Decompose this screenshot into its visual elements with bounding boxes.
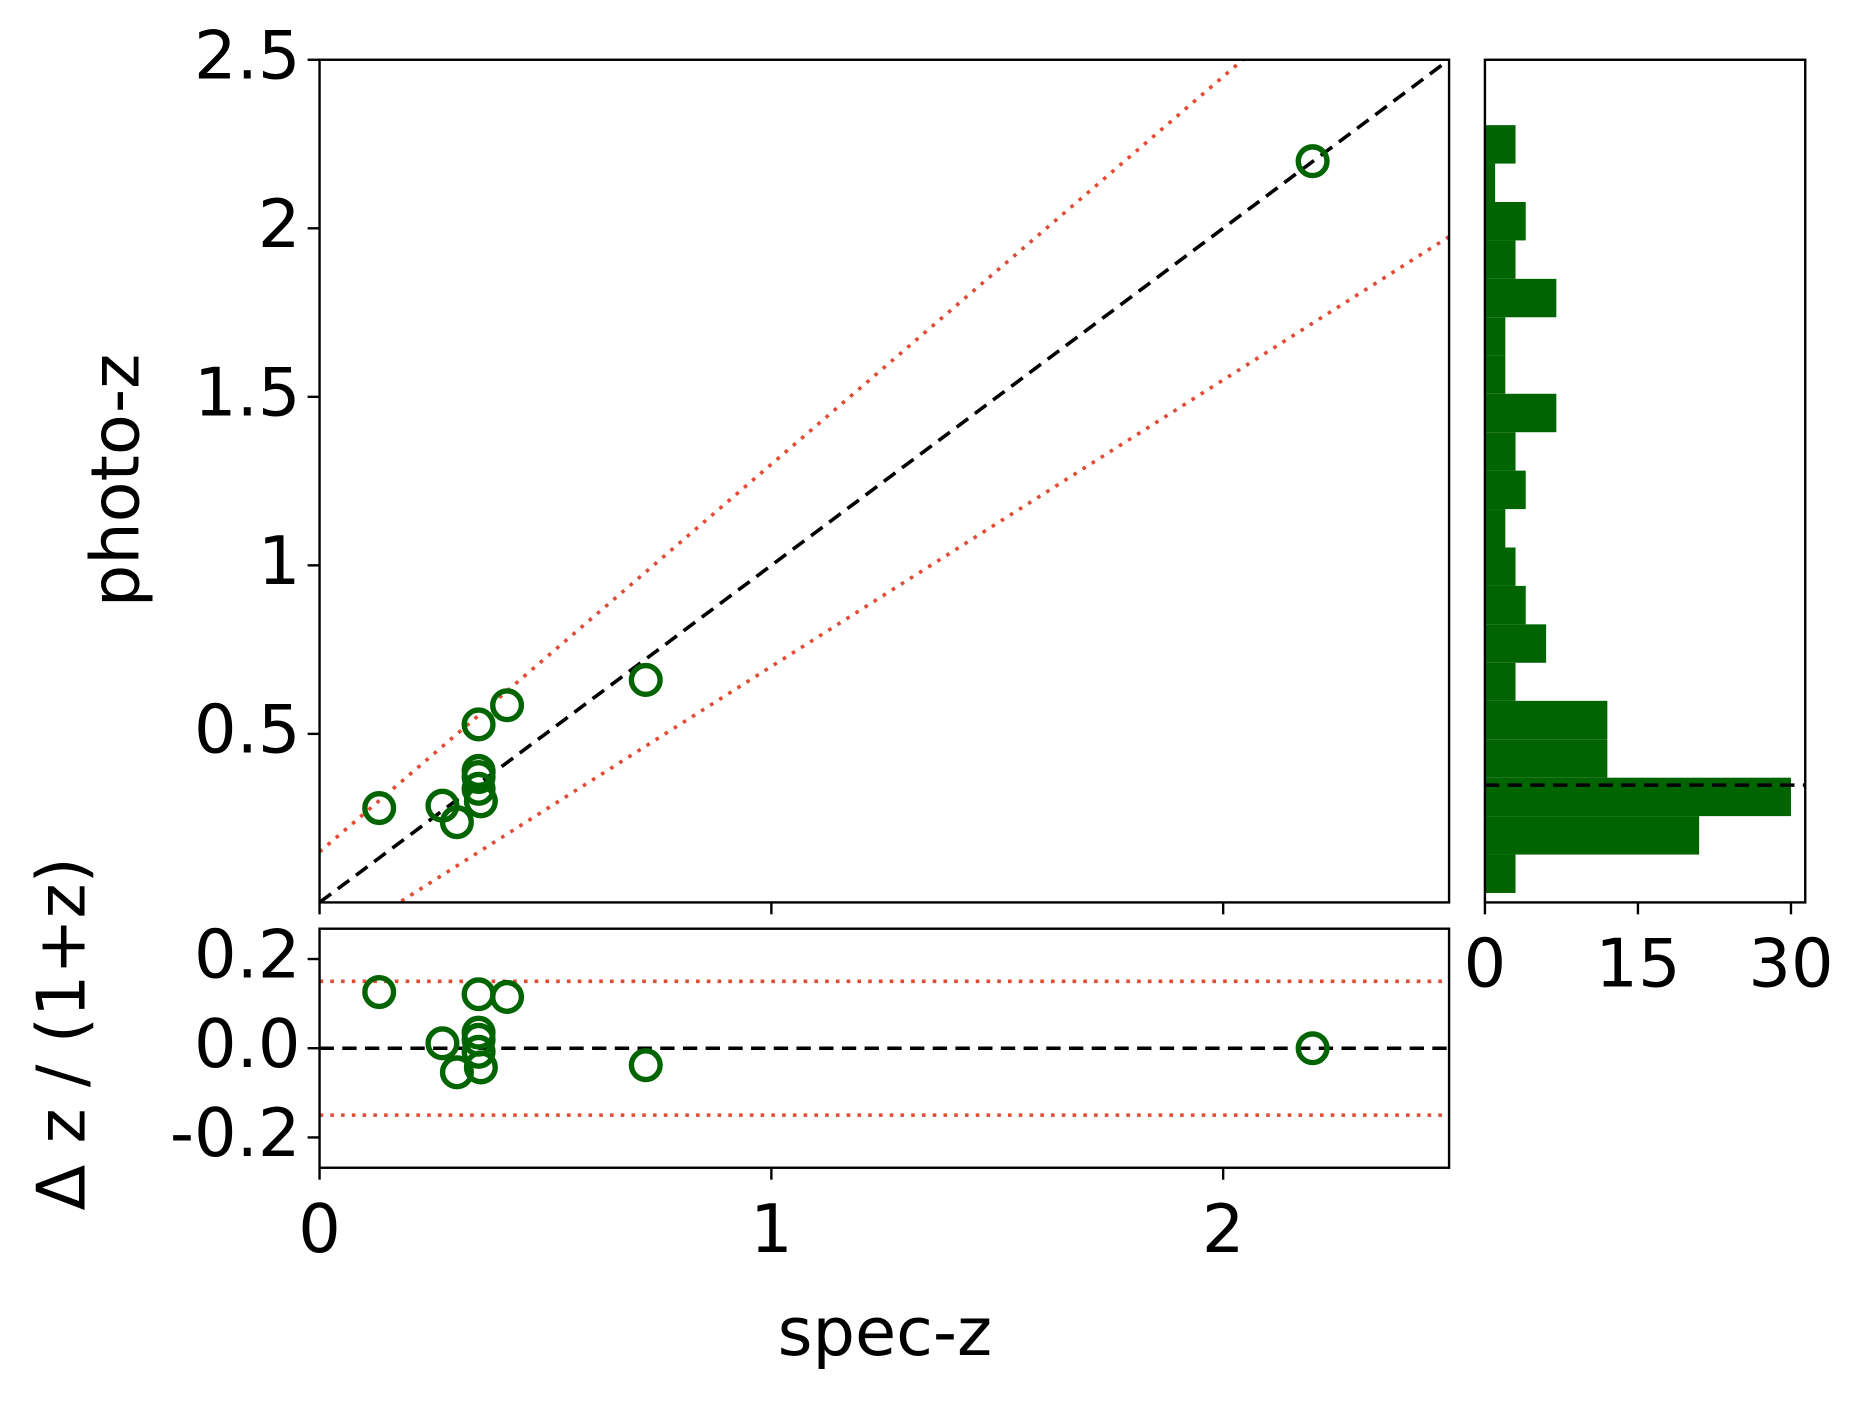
histogram-bar [1484, 202, 1526, 241]
point [439, 805, 474, 840]
y-tick-label: 2.5 [194, 16, 300, 94]
point [490, 979, 525, 1014]
point [362, 791, 397, 826]
histogram-bar [1484, 662, 1516, 701]
point [461, 707, 496, 742]
histogram-bar [1484, 816, 1700, 855]
y-tick-label: -0.2 [170, 1094, 301, 1172]
histogram-bar [1484, 700, 1608, 740]
histogram-bar [1484, 240, 1516, 279]
point [362, 975, 397, 1010]
y-tick-label: 1 [258, 522, 301, 600]
histogram-bar [1484, 355, 1506, 394]
histogram-bar [1484, 317, 1506, 356]
point [463, 784, 498, 819]
histogram-bar [1484, 432, 1516, 471]
outlier-limit-line [395, 235, 1450, 903]
y-tick-label: 1.5 [194, 353, 300, 431]
point [628, 1048, 663, 1083]
point [425, 1026, 460, 1061]
histogram-bar [1484, 624, 1547, 663]
x-tick-label: 15 [1595, 925, 1680, 1003]
x-tick-label: 2 [1202, 1190, 1245, 1268]
histogram-bar [1484, 585, 1526, 625]
y-tick-label: 0.5 [194, 690, 300, 768]
point [461, 759, 496, 795]
panel-frame [318, 927, 1451, 1169]
point [490, 688, 525, 723]
y-tick-label: 0.2 [194, 916, 300, 994]
y-axis-label: Δ z / (1+z) [23, 857, 101, 1210]
point [1295, 1031, 1330, 1066]
x-axis-label: spec-z [778, 1293, 993, 1371]
histogram-bar [1484, 125, 1516, 164]
point [628, 662, 663, 697]
histogram-bar [1484, 163, 1496, 203]
y-axis-label: photo-z [76, 354, 154, 608]
panel-frame [318, 58, 1451, 904]
point [461, 771, 496, 806]
point [439, 1055, 474, 1090]
histogram-bar [1484, 739, 1608, 778]
histogram-bar [1484, 393, 1557, 433]
histogram-bar [1484, 547, 1516, 586]
identity-line [319, 59, 1450, 903]
point [463, 1050, 498, 1085]
histogram-bar [1484, 854, 1516, 893]
histogram-bar [1484, 470, 1526, 510]
x-tick-label: 1 [750, 1190, 793, 1268]
outlier-limit-line [319, 59, 1246, 854]
histogram-bar [1484, 509, 1506, 548]
y-tick-label: 2 [258, 185, 301, 263]
x-tick-label: 0 [1464, 925, 1507, 1003]
panel-frame [1483, 58, 1807, 904]
x-tick-label: 30 [1748, 925, 1833, 1003]
point [1295, 144, 1330, 179]
point [461, 1034, 496, 1069]
y-tick-label: 0.0 [194, 1005, 300, 1083]
x-tick-label: 0 [298, 1190, 341, 1268]
point [461, 977, 496, 1012]
histogram-bar [1484, 278, 1557, 318]
